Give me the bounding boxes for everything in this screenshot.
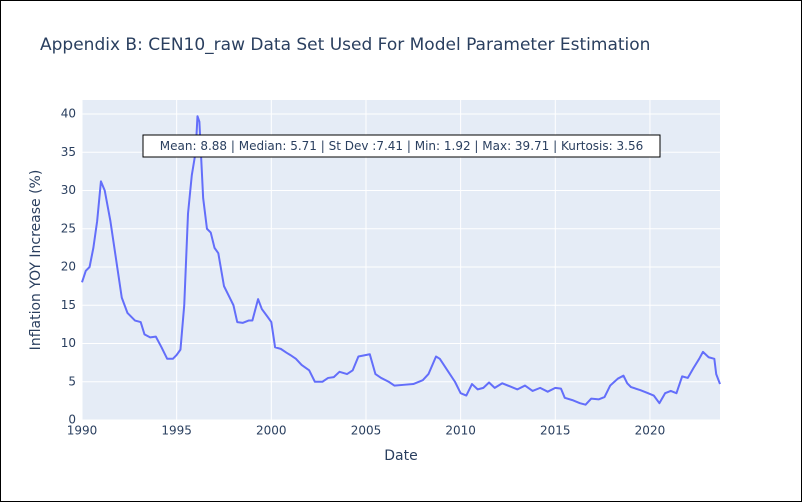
y-tick-label: 25 <box>61 221 76 235</box>
x-axis-title: Date <box>384 448 417 464</box>
chart-title: Appendix B: CEN10_raw Data Set Used For … <box>40 35 650 55</box>
y-axis-title: Inflation YOY Increase (%) <box>28 170 44 351</box>
annotation-box <box>142 134 661 158</box>
y-tick-label: 35 <box>61 145 76 159</box>
x-tick-label: 2000 <box>256 424 287 438</box>
x-tick-label: 2010 <box>445 424 476 438</box>
x-tick-label: 2005 <box>351 424 382 438</box>
x-tick-label: 1995 <box>161 424 192 438</box>
x-tick-label: 2015 <box>540 424 571 438</box>
x-tick-label: 1990 <box>67 424 98 438</box>
y-tick-label: 20 <box>61 260 76 274</box>
y-tick-label: 10 <box>61 336 76 350</box>
y-tick-label: 30 <box>61 183 76 197</box>
data-line <box>81 115 721 406</box>
y-tick-label: 40 <box>61 107 76 121</box>
x-tick-label: 2020 <box>635 424 666 438</box>
y-tick-label: 5 <box>68 374 76 388</box>
y-tick-label: 15 <box>61 298 76 312</box>
y-tick-label: 0 <box>68 413 76 427</box>
annotation: Mean: 8.88 | Median: 5.71 | St Dev :7.41… <box>160 139 643 153</box>
